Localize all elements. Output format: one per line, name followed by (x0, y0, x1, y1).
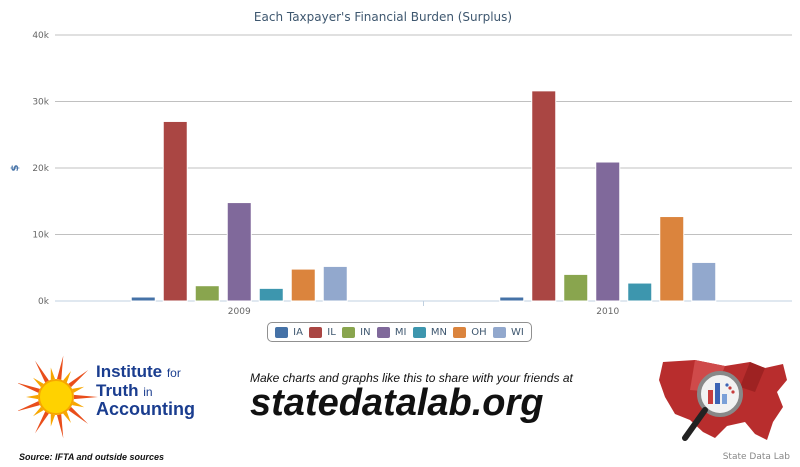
bar-wi-2009[interactable] (322, 265, 348, 302)
legend-label: IL (327, 326, 336, 338)
y-tick-label: 40k (32, 31, 49, 41)
legend-swatch (453, 326, 467, 338)
bar-mn-2009[interactable] (258, 287, 284, 302)
sun-ray (35, 360, 49, 383)
bars (130, 90, 717, 302)
legend-item-mi[interactable]: MI (376, 326, 407, 338)
bar-chart: Each Taxpayer's Financial Burden (Surplu… (10, 10, 792, 317)
x-tick-label: 2009 (228, 307, 251, 317)
legend-label: IA (293, 326, 303, 338)
sun-ray (56, 414, 64, 439)
x-axis-ticks: 2009 2010 (228, 301, 619, 317)
bar-mi-2010[interactable] (595, 161, 621, 302)
y-tick-label: 10k (32, 231, 49, 241)
sun-ray (72, 386, 85, 393)
y-axis-label: $ (10, 164, 21, 171)
ifta-word-truth: Truth (96, 381, 139, 400)
y-axis-ticks: 0k 10k 20k 30k 40k (32, 31, 49, 307)
ifta-word-accounting: Accounting (96, 399, 195, 419)
sun-ray (56, 355, 64, 380)
ifta-logo-text: Institute for Truth in Accounting (96, 363, 195, 418)
sun-ray (73, 394, 98, 400)
bar-mi-2009[interactable] (226, 202, 252, 302)
legend-item-mn[interactable]: MN (412, 326, 447, 338)
legend-swatch (412, 326, 426, 338)
sun-ray (18, 401, 40, 411)
state-data-lab-credit: State Data Lab (722, 452, 790, 462)
bar-in-2009[interactable] (194, 285, 220, 302)
legend-label: OH (471, 326, 487, 338)
sun-ray (68, 406, 89, 424)
legend-item-oh[interactable]: OH (453, 326, 487, 338)
bar-oh-2009[interactable] (290, 268, 316, 302)
legend-item-wi[interactable]: WI (492, 326, 524, 338)
state-data-lab-logo (659, 360, 787, 441)
promo-tagline: Make charts and graphs like this to shar… (250, 371, 573, 385)
ifta-sun-logo (18, 355, 98, 439)
ifta-word-institute: Institute (96, 362, 163, 381)
x-tick-label: 2010 (596, 307, 619, 317)
legend-label: MN (430, 326, 447, 338)
bar-oh-2010[interactable] (659, 216, 685, 302)
bar-il-2009[interactable] (162, 120, 188, 302)
sun-ray (33, 377, 44, 388)
legend-label: IN (360, 326, 371, 338)
bar-mn-2010[interactable] (627, 282, 653, 302)
legend-label: MI (394, 326, 407, 338)
bar-ia-2009[interactable] (130, 296, 156, 302)
sun-ray (63, 411, 71, 423)
legend-swatch (492, 326, 506, 338)
bar-in-2010[interactable] (563, 273, 589, 302)
chart-title: Each Taxpayer's Financial Burden (Surplu… (254, 10, 512, 24)
legend-swatch (342, 326, 356, 338)
sun-ray (18, 383, 40, 393)
chart-legend: IA IL IN MI MN OH WI (267, 322, 532, 342)
source-note: Source: IFTA and outside sources (19, 452, 165, 462)
y-tick-label: 20k (32, 164, 49, 174)
sun-ray (72, 401, 85, 408)
ifta-word-in: in (143, 385, 153, 399)
y-tick-label: 30k (32, 98, 49, 108)
sun-ray (50, 414, 56, 427)
legend-item-in[interactable]: IN (342, 326, 371, 338)
bar-ia-2010[interactable] (499, 296, 525, 302)
sun-ray (33, 406, 44, 417)
legend-label: WI (510, 326, 524, 338)
bar-il-2010[interactable] (531, 90, 557, 302)
legend-item-il[interactable]: IL (309, 326, 336, 338)
sun-ray (50, 367, 56, 380)
legend-swatch (376, 326, 390, 338)
sun-ray (26, 394, 39, 400)
promo-site-link[interactable]: statedatalab.org (250, 382, 544, 424)
sun-ray (63, 371, 71, 383)
bar-wi-2010[interactable] (691, 261, 717, 302)
ifta-word-for: for (166, 366, 181, 380)
sun-ray (68, 370, 89, 388)
y-tick-label: 0k (38, 297, 50, 307)
legend-item-ia[interactable]: IA (275, 326, 303, 338)
sun-ray (35, 411, 49, 434)
legend-swatch (309, 326, 323, 338)
legend-swatch (275, 326, 289, 338)
